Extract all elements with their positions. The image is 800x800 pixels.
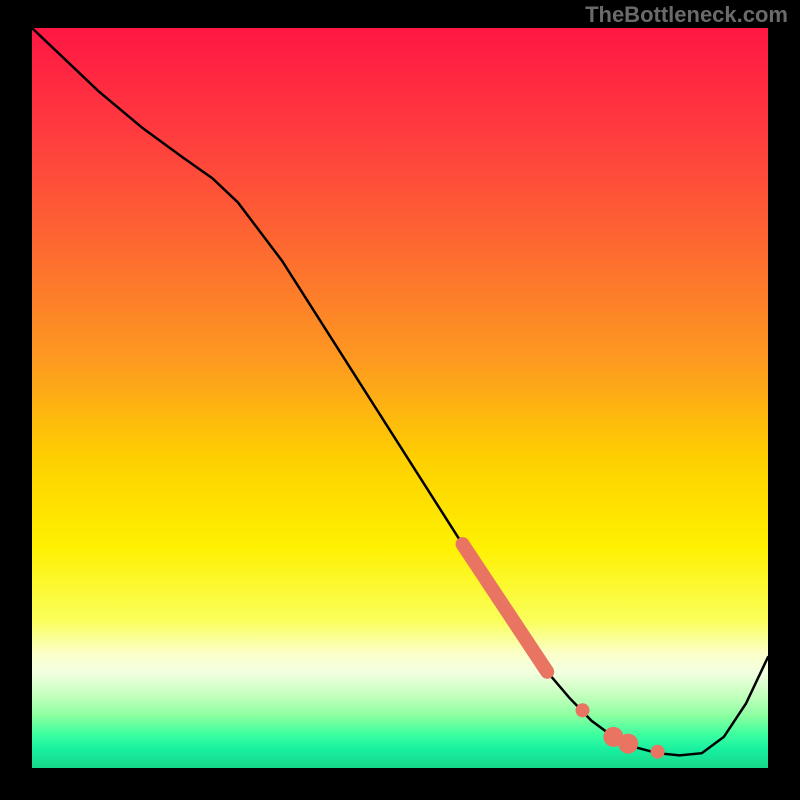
chart-container — [0, 0, 800, 800]
highlight-dot — [651, 745, 665, 759]
plot-area — [32, 28, 768, 768]
gradient-background — [32, 28, 768, 768]
branding-text: TheBottleneck.com — [585, 2, 788, 28]
chart-svg — [32, 28, 768, 768]
highlight-dot — [576, 703, 590, 717]
highlight-dot — [618, 734, 638, 754]
